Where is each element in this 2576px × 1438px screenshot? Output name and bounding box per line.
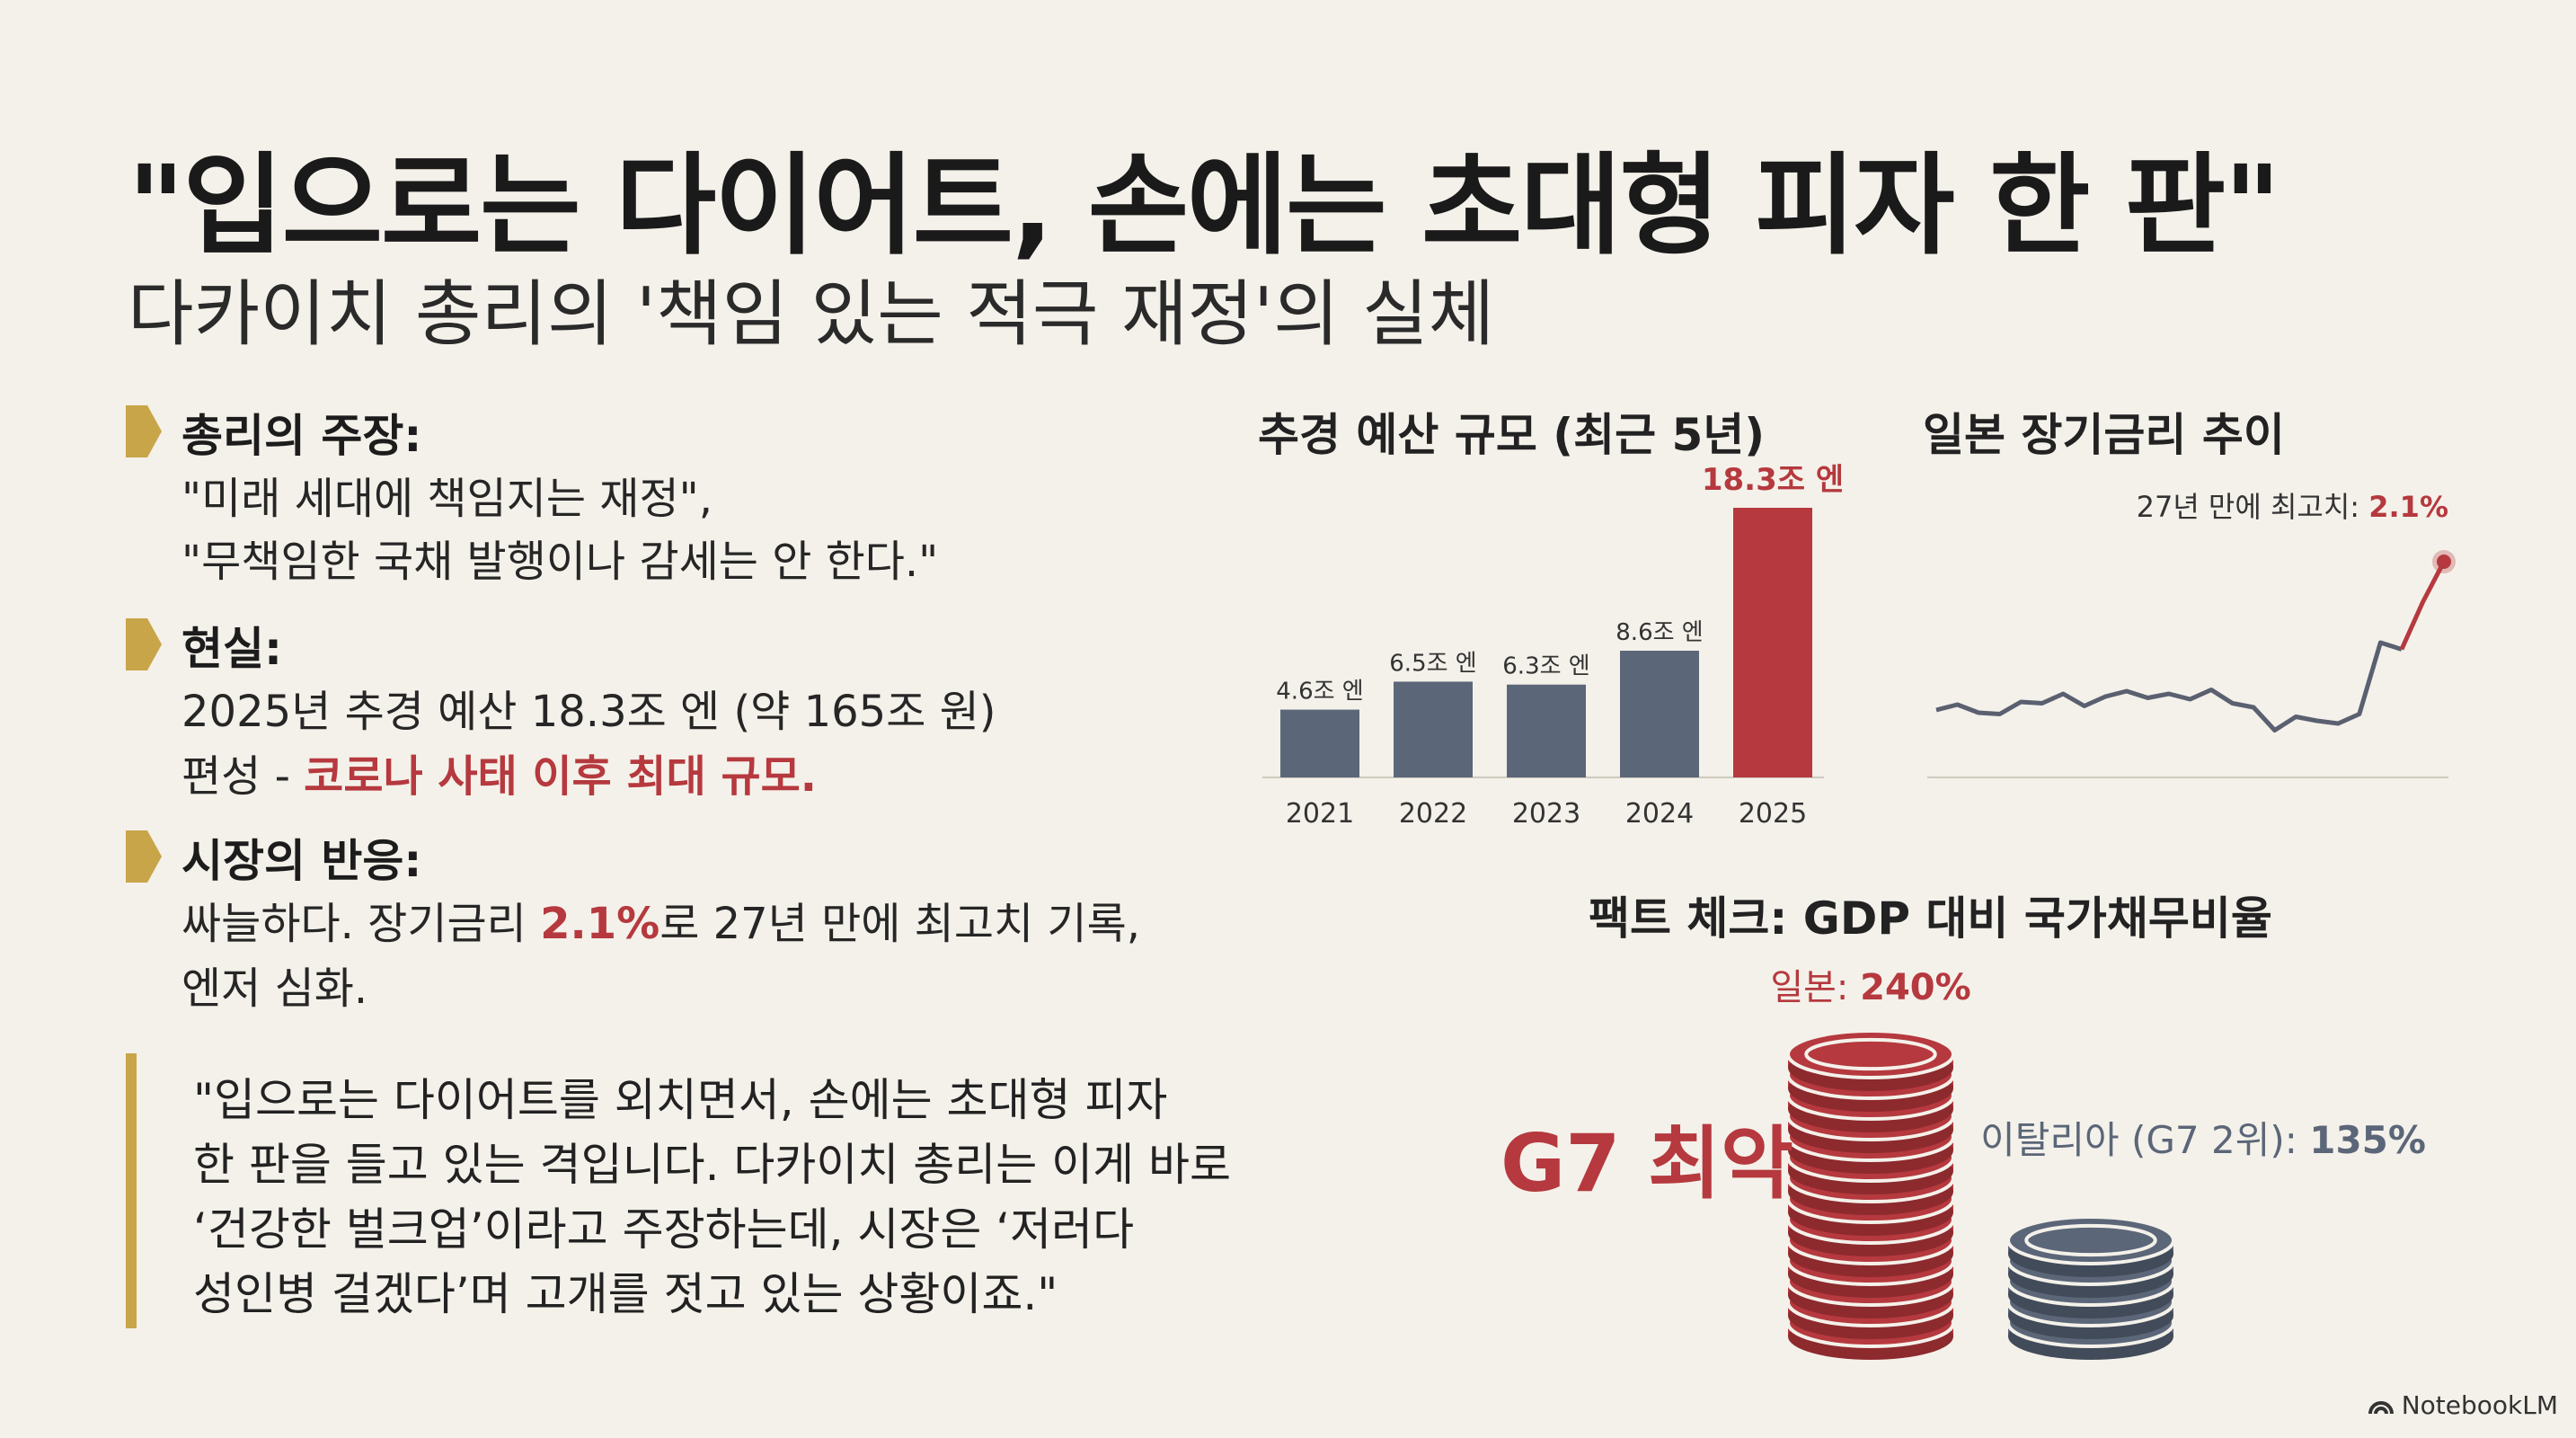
bar-value-label: 8.6조 엔 [1616, 619, 1703, 646]
bar-category-label: 2025 [1739, 798, 1807, 830]
italy-value-label-value: 135% [2309, 1118, 2426, 1162]
italy-value-label: 이탈리아 (G7 2위): 135% [1980, 1118, 2426, 1162]
g7-worst-badge: G7 최악 [1500, 1117, 1793, 1210]
section-reality-line-2-prefix: 편성 - [181, 751, 305, 802]
quote-line-3: ‘건강한 벌크업’이라고 주장하는데, 시장은 ‘저러다 [193, 1203, 1135, 1256]
quote-bar [126, 1053, 137, 1328]
section-market: 시장의 반응: 싸늘하다. 장기금리 2.1%로 27년 만에 최고치 기록, … [126, 825, 1249, 1014]
rate-line-chart: 27년 만에 최고치: 2.1% [1927, 490, 2456, 778]
bar-2025 [1733, 508, 1812, 777]
bar-category-label: 2022 [1399, 798, 1467, 830]
italy-coin-stack [2006, 1215, 2175, 1360]
section-claim: 총리의 주장: "미래 세대에 책임지는 재정", "무책임한 국채 발행이나 … [126, 400, 1204, 587]
section-market-highlight: 2.1% [540, 899, 660, 949]
italy-value-label-prefix: 이탈리아 (G7 2위): [1980, 1118, 2309, 1162]
bar-value-label: 18.3조 엔 [1702, 462, 1844, 498]
peak-annotation-value: 2.1% [2368, 490, 2448, 524]
notebooklm-logo-icon [2368, 1400, 2394, 1414]
section-market-line-1: 싸늘하다. 장기금리 2.1%로 27년 만에 최고치 기록, [181, 888, 1140, 951]
debt-chart-title: 팩트 체크: GDP 대비 국가채무비율 [1589, 892, 2272, 945]
bar-value-label: 6.3조 엔 [1502, 653, 1589, 680]
budget-bar-chart: 4.6조 엔 2021 6.5조 엔 2022 6.3조 엔 2023 8.6조 엔 2024… [1262, 462, 1844, 830]
peak-annotation: 27년 만에 최고치: 2.1% [2137, 490, 2448, 524]
quote-line-1: "입으로는 다이어트를 외치면서, 손에는 초대형 피자 [193, 1074, 1168, 1126]
section-claim-line-2: "무책임한 국채 발행이나 감세는 안 한다." [181, 537, 939, 587]
debt-ratio-chart: 일본: 240% 이탈리아 (G7 2위): 135% G7 최악 [1500, 967, 2426, 1360]
section-reality-heading: 현실: [181, 623, 282, 675]
quote-line-4: 성인병 걸겠다’며 고개를 젓고 있는 상황이죠." [193, 1268, 1058, 1320]
section-market-line-1-prefix: 싸늘하다. 장기금리 [181, 899, 541, 949]
bullet-marker-icon [126, 618, 162, 670]
bar-2022 [1394, 681, 1473, 777]
quote-line-2: 한 판을 들고 있는 격입니다. 다카이치 총리는 이게 바로 [193, 1139, 1232, 1191]
footer-brand: NotebookLM [2368, 1390, 2558, 1420]
section-reality-highlight: 코로나 사태 이후 최대 규모. [304, 751, 817, 802]
bar-category-label: 2024 [1625, 798, 1694, 830]
section-claim-heading: 총리의 주장: [181, 410, 422, 462]
page-title: "입으로는 다이어트, 손에는 초대형 피자 한 판" [128, 142, 2281, 270]
bar-chart-title: 추경 예산 규모 (최근 5년) [1258, 409, 1766, 461]
japan-value-label-value: 240% [1860, 967, 1971, 1008]
section-reality-line-2: 편성 - 코로나 사태 이후 최대 규모. [181, 741, 817, 803]
bar-2023 [1507, 684, 1586, 777]
section-reality: 현실: 2025년 추경 예산 18.3조 엔 (약 165조 원) 편성 - … [126, 613, 1204, 802]
rate-series-line [1935, 640, 2403, 732]
page-subtitle: 다카이치 총리의 '책임 있는 적극 재정'의 실체 [128, 272, 1495, 356]
section-claim-line-1: "미래 세대에 책임지는 재정", [181, 474, 713, 524]
bar-category-label: 2023 [1512, 798, 1580, 830]
bar-2021 [1280, 709, 1359, 777]
japan-coin-stack [1786, 1029, 1955, 1360]
bar-value-label: 6.5조 엔 [1389, 650, 1476, 677]
footer-brand-label: NotebookLM [2401, 1390, 2558, 1420]
bullet-marker-icon [126, 830, 162, 883]
section-market-heading: 시장의 반응: [181, 835, 422, 887]
section-market-line-1-suffix: 로 27년 만에 최고치 기록, [659, 899, 1140, 949]
peak-annotation-prefix: 27년 만에 최고치: [2137, 490, 2369, 524]
section-reality-line-1: 2025년 추경 예산 18.3조 엔 (약 165조 원) [181, 687, 996, 737]
japan-value-label: 일본: 240% [1770, 967, 1970, 1008]
bullet-marker-icon [126, 405, 162, 457]
japan-value-label-prefix: 일본: [1770, 967, 1860, 1008]
section-market-line-2: 엔저 심화. [181, 963, 368, 1014]
line-chart-title: 일본 장기금리 추이 [1923, 409, 2285, 461]
bar-category-label: 2021 [1286, 798, 1354, 830]
rate-series-spike [2399, 560, 2447, 651]
bar-value-label: 4.6조 엔 [1276, 679, 1363, 706]
peak-point [2437, 555, 2451, 569]
bar-2024 [1620, 651, 1699, 777]
